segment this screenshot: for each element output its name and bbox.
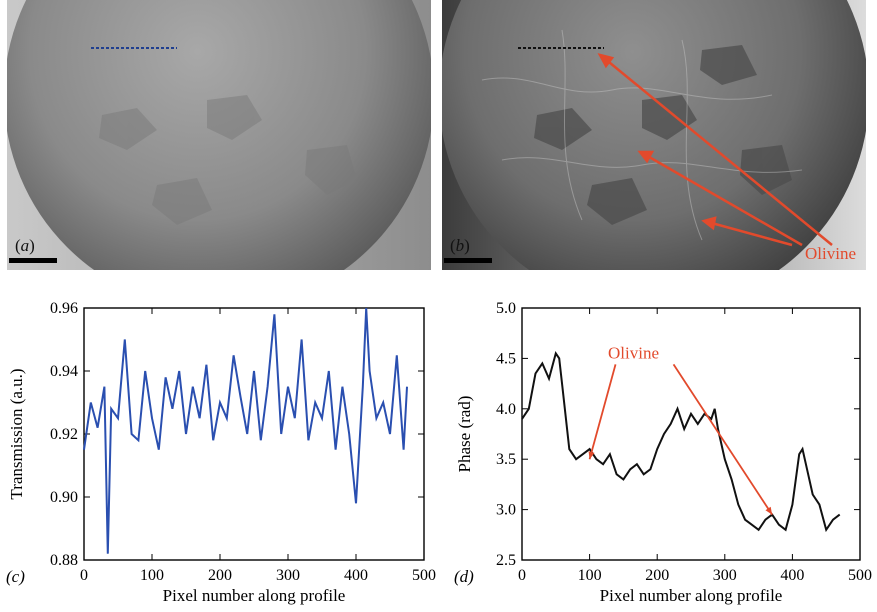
chart-d-annotation-arrowhead	[765, 506, 773, 515]
chart-c-x-tick-label: 400	[344, 567, 368, 584]
chart-c-x-tick-label: 500	[412, 567, 436, 584]
chart-c-series-line	[83, 307, 408, 554]
scale-bar-b	[444, 258, 492, 263]
chart-c-y-tick-label: 0.90	[50, 489, 78, 506]
chart-d-annotation-arrow	[672, 363, 773, 516]
chart-c-y-tick-label: 0.92	[50, 426, 78, 443]
chart-d-annotation-arrowhead	[588, 451, 595, 460]
chart-c-plot-frame	[83, 307, 425, 561]
chart-c-x-tick-label: 300	[276, 567, 300, 584]
chart-c-y-tick-label: 0.96	[50, 300, 78, 317]
chart-d-x-tick-label: 0	[518, 567, 526, 584]
chart-d-annotation-arrow	[588, 364, 617, 460]
chart-d-annotation-label: Olivine	[608, 343, 659, 362]
chart-c-x-tick-label: 200	[208, 567, 232, 584]
micrograph-a-image	[7, 0, 431, 270]
micrograph-panel-b: (b) Olivine	[442, 0, 866, 270]
chart-d-y-tick-label: 5.0	[496, 300, 516, 317]
chart-c-y-tick-label: 0.94	[50, 363, 78, 380]
chart-d-series-line	[521, 351, 841, 533]
chart-d-svg: 0 100 200 300 400 500 2.5 3.0 3.5 4.0 4.5 5.0 Pixel …	[454, 300, 872, 605]
micrograph-panel-a: (a)	[7, 0, 431, 270]
chart-c-svg: 0 100 200 300 400 500 0.88 0.90 0.92 0.94 0.96 Pixe…	[6, 300, 436, 605]
chart-d-y-tick-label: 3.0	[496, 502, 516, 519]
chart-d-y-tick-label: 4.5	[496, 350, 516, 367]
olivine-label-b: Olivine	[805, 244, 856, 263]
chart-d-x-tick-label: 100	[578, 567, 602, 584]
chart-d: 0 100 200 300 400 500 2.5 3.0 3.5 4.0 4.5 5.0 Pixel …	[440, 284, 877, 612]
panel-letter-a: (a)	[15, 236, 35, 255]
chart-c-y-tick-label: 0.88	[50, 552, 78, 569]
chart-d-x-tick-label: 300	[713, 567, 737, 584]
scale-bar-a	[9, 258, 57, 263]
chart-d-plot-frame	[521, 307, 861, 561]
chart-c-x-tick-label: 0	[80, 567, 88, 584]
olivine-arrows	[597, 53, 833, 247]
micrograph-b-image	[442, 0, 866, 270]
chart-d-x-tick-label: 200	[645, 567, 669, 584]
chart-d-y-tick-label: 4.0	[496, 401, 516, 418]
chart-d-x-axis-label: Pixel number along profile	[600, 586, 783, 605]
panel-letter-b: (b)	[450, 236, 470, 255]
chart-c-x-tick-label: 100	[140, 567, 164, 584]
chart-d-panel-letter: (d)	[454, 567, 474, 586]
chart-c-x-axis-label: Pixel number along profile	[163, 586, 346, 605]
chart-d-y-tick-label: 2.5	[496, 552, 516, 569]
chart-c-y-axis-label: Transmission (a.u.)	[7, 368, 26, 499]
chart-c: 0 100 200 300 400 500 0.88 0.90 0.92 0.94 0.96 Pixe…	[0, 284, 440, 612]
chart-d-x-tick-label: 400	[780, 567, 804, 584]
chart-d-y-axis-label: Phase (rad)	[455, 396, 474, 473]
chart-d-x-tick-label: 500	[848, 567, 872, 584]
chart-c-panel-letter: (c)	[6, 567, 25, 586]
chart-d-y-tick-label: 3.5	[496, 451, 516, 468]
